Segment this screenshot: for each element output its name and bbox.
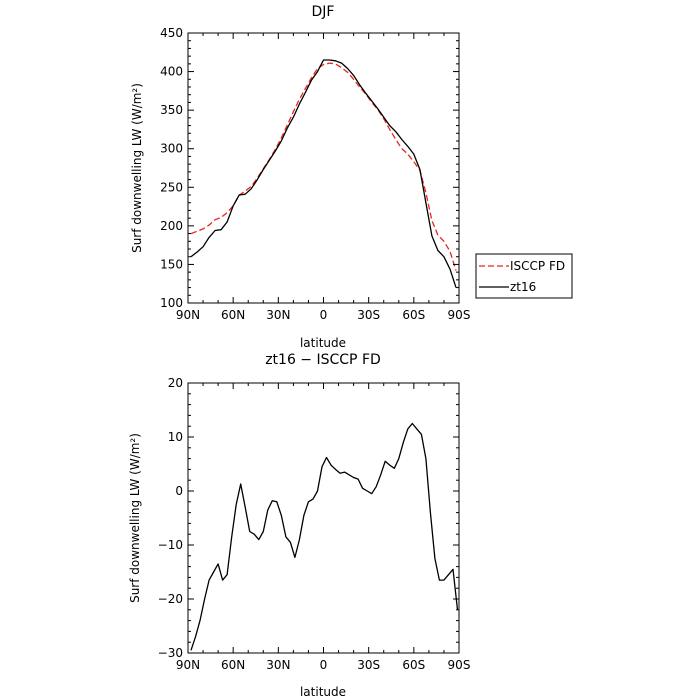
bottom-chart-ylabel: Surf downwelling LW (W/m²) bbox=[128, 433, 142, 603]
legend-box bbox=[475, 253, 573, 299]
legend-label-zt16: zt16 bbox=[510, 280, 536, 294]
y-tick-label: 10 bbox=[168, 430, 183, 444]
top-chart-series bbox=[190, 59, 457, 288]
bottom-chart: zt16 − ISCCP FD 90N 60N 30N 0 30S 60S 90S −30 −2… bbox=[128, 352, 470, 699]
x-tick-label: 60S bbox=[402, 308, 425, 322]
x-tick-label: 90S bbox=[448, 658, 471, 672]
top-chart-ylabel: Surf downwelling LW (W/m²) bbox=[130, 83, 144, 253]
y-tick-label: 400 bbox=[160, 65, 183, 79]
bottom-chart-series bbox=[190, 422, 459, 651]
y-tick-label: 0 bbox=[175, 484, 183, 498]
y-tick-label: 300 bbox=[160, 142, 183, 156]
y-tick-label: 100 bbox=[160, 296, 183, 310]
top-chart-axes: 90N 60N 30N 0 30S 60S 90S 100 150 200 250 300 350 400… bbox=[160, 26, 470, 322]
x-tick-label: 30S bbox=[357, 308, 380, 322]
x-tick-label: 0 bbox=[320, 308, 328, 322]
y-tick-label: 450 bbox=[160, 26, 183, 40]
y-tick-label: 200 bbox=[160, 219, 183, 233]
y-tick-label: 150 bbox=[160, 257, 183, 271]
series-line-isccp-fd bbox=[190, 62, 457, 271]
y-tick-label: −10 bbox=[158, 538, 183, 552]
x-tick-label: 30N bbox=[266, 658, 290, 672]
legend-label-isccp-fd: ISCCP FD bbox=[510, 259, 565, 273]
x-tick-label: 30S bbox=[357, 658, 380, 672]
bottom-chart-xlabel: latitude bbox=[300, 685, 346, 699]
top-chart-title: DJF bbox=[312, 4, 335, 20]
y-tick-label: 350 bbox=[160, 103, 183, 117]
top-plot-frame bbox=[187, 32, 460, 304]
x-tick-label: 60N bbox=[221, 658, 245, 672]
series-line-difference bbox=[190, 422, 459, 651]
x-tick-label: 90S bbox=[448, 308, 471, 322]
series-line-zt16 bbox=[190, 59, 457, 288]
top-chart-legend: ISCCP FD zt16 bbox=[475, 253, 573, 299]
top-chart: DJF 90N 60N 30N 0 30S 60S 90S 100 150 200 250 300 35… bbox=[130, 4, 573, 350]
x-tick-label: 90N bbox=[176, 308, 200, 322]
y-tick-label: 250 bbox=[160, 180, 183, 194]
x-tick-label: 60S bbox=[402, 658, 425, 672]
x-tick-label: 60N bbox=[221, 308, 245, 322]
bottom-plot-frame bbox=[187, 382, 460, 654]
y-tick-label: −20 bbox=[158, 592, 183, 606]
y-tick-label: −30 bbox=[158, 646, 183, 660]
x-tick-label: 30N bbox=[266, 308, 290, 322]
bottom-chart-title: zt16 − ISCCP FD bbox=[265, 352, 381, 368]
bottom-chart-axes: 90N 60N 30N 0 30S 60S 90S −30 −20 −10 0 10 20 bbox=[158, 376, 471, 672]
x-tick-label: 0 bbox=[320, 658, 328, 672]
y-tick-label: 20 bbox=[168, 376, 183, 390]
top-chart-xlabel: latitude bbox=[300, 336, 346, 350]
x-tick-label: 90N bbox=[176, 658, 200, 672]
